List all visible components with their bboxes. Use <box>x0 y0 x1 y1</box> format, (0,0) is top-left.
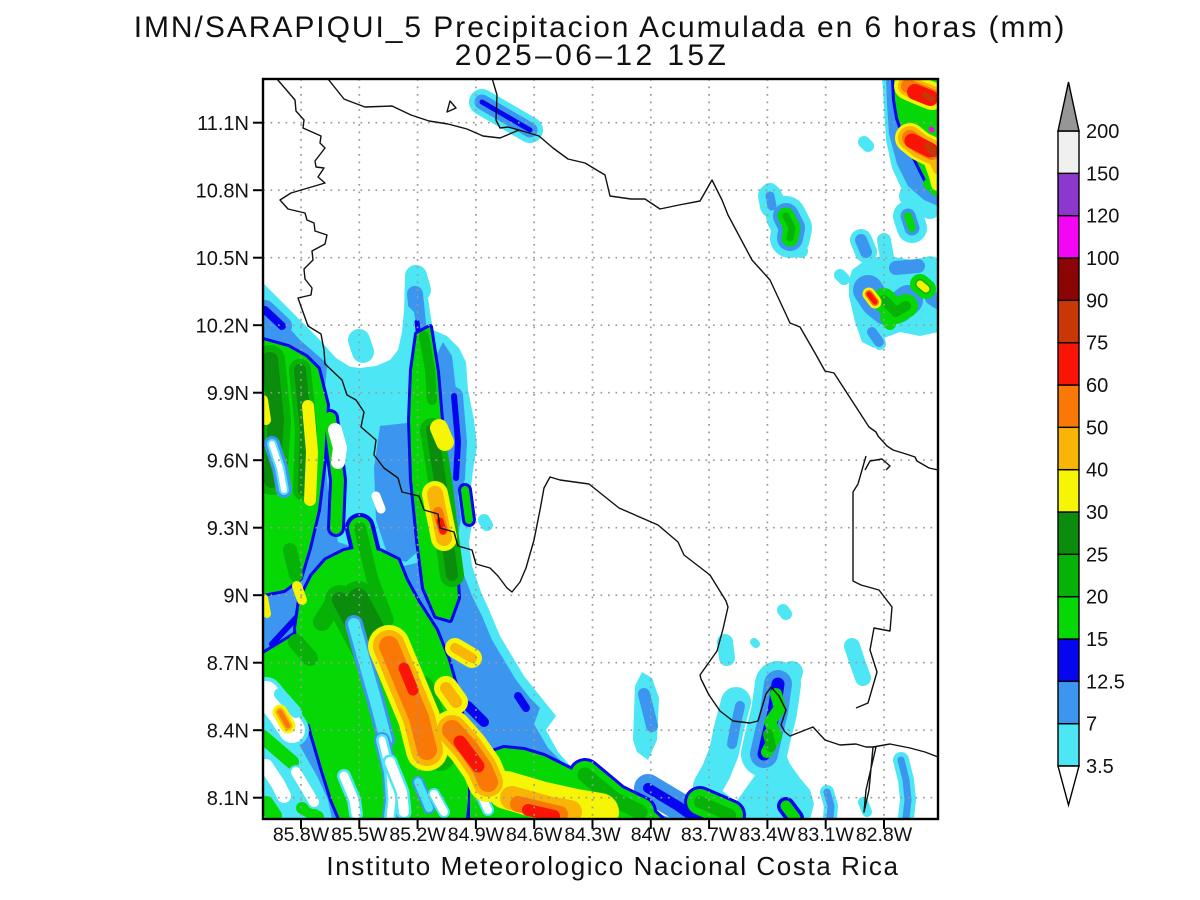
svg-text:100: 100 <box>1086 248 1119 270</box>
svg-text:84.6W: 84.6W <box>506 824 563 846</box>
svg-text:83.4W: 83.4W <box>739 824 796 846</box>
svg-text:3.5: 3.5 <box>1086 756 1114 778</box>
svg-text:75: 75 <box>1086 333 1108 355</box>
svg-text:9.9N: 9.9N <box>207 383 249 405</box>
svg-text:83.1W: 83.1W <box>798 824 855 846</box>
svg-text:10.8N: 10.8N <box>196 181 249 203</box>
svg-text:8.7N: 8.7N <box>207 653 249 675</box>
svg-text:8.4N: 8.4N <box>207 721 249 743</box>
svg-text:IMN/SARAPIQUI_5 Precipitacion: IMN/SARAPIQUI_5 Precipitacion Acumulada … <box>134 11 1067 44</box>
svg-text:85.5W: 85.5W <box>331 824 388 846</box>
svg-text:25: 25 <box>1086 544 1108 566</box>
svg-text:7: 7 <box>1086 714 1097 736</box>
svg-text:120: 120 <box>1086 206 1119 228</box>
svg-text:2025–06–12 15Z: 2025–06–12 15Z <box>455 39 729 72</box>
svg-text:20: 20 <box>1086 587 1108 609</box>
svg-text:85.2W: 85.2W <box>389 824 446 846</box>
svg-text:150: 150 <box>1086 163 1119 185</box>
svg-text:82.8W: 82.8W <box>856 824 913 846</box>
svg-text:84W: 84W <box>631 824 672 846</box>
svg-text:90: 90 <box>1086 290 1108 312</box>
svg-text:11.1N: 11.1N <box>197 113 249 135</box>
svg-text:40: 40 <box>1086 460 1108 482</box>
svg-text:83.7W: 83.7W <box>681 824 738 846</box>
svg-text:8.1N: 8.1N <box>207 788 249 810</box>
svg-text:84.9W: 84.9W <box>448 824 505 846</box>
svg-text:30: 30 <box>1086 502 1108 524</box>
svg-text:Instituto Meteorologico Nacion: Instituto Meteorologico Nacional Costa R… <box>326 851 899 881</box>
svg-text:84.3W: 84.3W <box>564 824 621 846</box>
svg-text:10.2N: 10.2N <box>196 316 249 338</box>
svg-text:85.8W: 85.8W <box>273 824 330 846</box>
svg-text:50: 50 <box>1086 417 1108 439</box>
svg-text:10.5N: 10.5N <box>196 248 249 270</box>
svg-text:9.6N: 9.6N <box>207 451 249 473</box>
svg-text:60: 60 <box>1086 375 1108 397</box>
svg-text:12.5: 12.5 <box>1086 671 1125 693</box>
svg-text:9N: 9N <box>223 586 249 608</box>
svg-text:15: 15 <box>1086 629 1108 651</box>
svg-text:200: 200 <box>1086 121 1119 143</box>
svg-text:9.3N: 9.3N <box>207 518 249 540</box>
